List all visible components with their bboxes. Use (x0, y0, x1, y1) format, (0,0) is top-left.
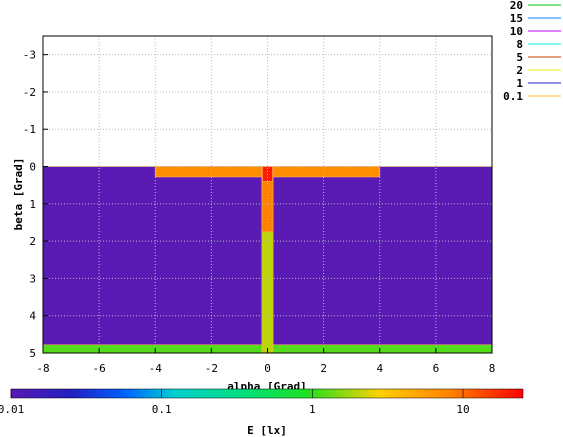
legend-label: 20 (510, 0, 523, 12)
colorbar-label: E [lx] (247, 424, 287, 437)
x-tick-label: 6 (433, 362, 440, 375)
x-tick-label: -2 (205, 362, 218, 375)
region-center-hotspot (262, 166, 273, 182)
x-tick-label: -4 (149, 362, 163, 375)
colorbar-tick-label: 10 (456, 403, 469, 416)
x-tick-label: 4 (376, 362, 383, 375)
colorbar-gradient (10, 388, 524, 399)
legend-label: 1 (516, 77, 523, 90)
legend-label: 10 (510, 25, 523, 38)
x-tick-label: 2 (320, 362, 327, 375)
y-axis-label: beta [Grad] (12, 158, 25, 231)
y-tick-label: 0 (29, 161, 36, 174)
colorbar-tick-label: 0.01 (0, 403, 24, 416)
legend-label: 2 (516, 64, 523, 77)
grid-lines (43, 36, 492, 353)
y-tick-label: 4 (29, 310, 36, 323)
legend-label: 8 (516, 38, 523, 51)
x-tick-label: 0 (264, 362, 271, 375)
y-tick-label: 3 (29, 272, 36, 285)
legend-label: 5 (516, 51, 523, 64)
colorbar: 0.01 0.1 1 10 E [lx] (0, 388, 524, 437)
y-tick-label: 5 (29, 347, 36, 360)
x-tick-label: -6 (93, 362, 106, 375)
x-tick-label: -8 (36, 362, 49, 375)
legend-label: 0.1 (503, 90, 523, 103)
colorbar-tick-label: 1 (309, 403, 316, 416)
y-tick-label: -1 (23, 123, 36, 136)
y-tick-label: -2 (23, 86, 36, 99)
heatmap-regions (42, 166, 493, 354)
colorbar-tick-label: 0.1 (152, 403, 172, 416)
y-axis-ticks: -3 -2 -1 0 1 2 3 4 5 (23, 49, 48, 360)
y-tick-label: 1 (29, 198, 36, 211)
legend-label: 15 (510, 12, 523, 25)
y-tick-label: -3 (23, 49, 36, 62)
colorbar-ticks: 0.01 0.1 1 10 (0, 389, 470, 416)
x-tick-label: 8 (489, 362, 496, 375)
y-tick-label: 2 (29, 235, 36, 248)
x-axis-ticks: -8 -6 -4 -2 0 2 4 6 8 (36, 348, 495, 375)
